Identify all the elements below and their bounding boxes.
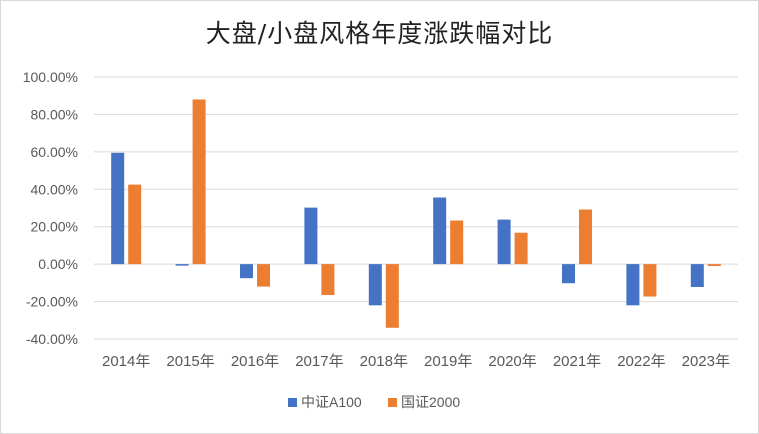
y-axis-ticks: -40.00% -20.00% 0.00% 20.00% 40.00% 60.00% 80.…	[23, 69, 78, 347]
bar-csi-a100	[368, 264, 382, 306]
x-tick-label: 2018年	[360, 353, 408, 370]
bar-csi-a100	[175, 264, 189, 266]
y-tick-label: 40.00%	[31, 181, 78, 197]
bar-csi-a100	[497, 219, 511, 265]
bar-cnindex-2000	[707, 264, 721, 267]
y-tick-label: 100.00%	[23, 69, 78, 85]
bar-cnindex-2000	[385, 264, 399, 328]
y-tick-label: -20.00%	[26, 294, 78, 310]
bar-cnindex-2000	[128, 184, 142, 265]
y-tick-label: -40.00%	[26, 331, 78, 347]
bar-csi-a100	[111, 152, 125, 265]
bars	[111, 99, 721, 328]
x-tick-label: 2016年	[231, 353, 279, 370]
x-tick-label: 2014年	[102, 353, 150, 370]
bar-csi-a100	[304, 207, 318, 265]
bar-cnindex-2000	[192, 99, 206, 265]
legend-swatch	[288, 398, 297, 407]
gridlines	[94, 76, 738, 340]
bar-cnindex-2000	[450, 220, 464, 265]
bar-cnindex-2000	[514, 232, 528, 265]
x-tick-label: 2017年	[295, 353, 343, 370]
x-tick-label: 2022年	[617, 353, 665, 370]
legend-label: 中证A100	[301, 394, 362, 410]
legend-swatch	[388, 398, 397, 407]
y-tick-label: 20.00%	[31, 219, 78, 235]
y-tick-label: 80.00%	[31, 106, 78, 122]
bar-csi-a100	[433, 197, 447, 265]
x-tick-label: 2020年	[488, 353, 536, 370]
x-tick-label: 2021年	[553, 353, 601, 370]
bar-cnindex-2000	[321, 264, 335, 296]
chart-title: 大盘/小盘风格年度涨跌幅对比	[205, 19, 554, 48]
bar-csi-a100	[240, 264, 253, 279]
bar-cnindex-2000	[257, 264, 270, 287]
x-axis-ticks: 2014年 2015年 2016年 2017年 2018年 2019年 2020年 2021年…	[102, 353, 730, 370]
y-tick-label: 60.00%	[31, 144, 78, 160]
bar-csi-a100	[690, 264, 704, 287]
y-tick-label: 0.00%	[38, 256, 78, 272]
bar-csi-a100	[562, 264, 575, 284]
x-tick-label: 2023年	[682, 353, 730, 370]
x-tick-label: 2019年	[424, 353, 472, 370]
legend-label: 国证2000	[401, 394, 460, 410]
bar-cnindex-2000	[579, 209, 592, 265]
bar-cnindex-2000	[643, 264, 657, 297]
bar-csi-a100	[626, 264, 640, 306]
legend: 中证A100 国证2000	[288, 394, 460, 410]
x-tick-label: 2015年	[166, 353, 214, 370]
